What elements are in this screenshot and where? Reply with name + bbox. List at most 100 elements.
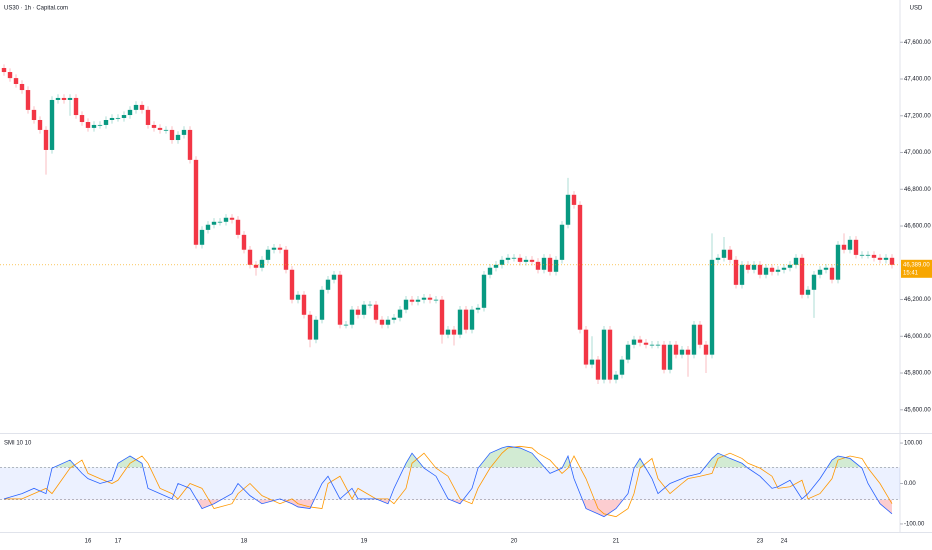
- candle-body: [667, 344, 673, 370]
- candle-body: [349, 309, 355, 325]
- candle-body: [49, 99, 55, 150]
- candle-body: [691, 324, 697, 355]
- candle-body: [601, 329, 607, 380]
- candle-body: [853, 239, 859, 255]
- candle-body: [835, 244, 841, 280]
- candle-body: [553, 259, 559, 272]
- candle-body: [133, 104, 139, 110]
- candle-body: [523, 259, 529, 262]
- candle-body: [715, 257, 721, 260]
- candle-body: [439, 299, 445, 335]
- candle-body: [793, 257, 799, 265]
- candle-body: [511, 257, 517, 259]
- candle-body: [241, 234, 247, 250]
- candle-body: [769, 267, 775, 272]
- x-tick-label: 16: [85, 539, 92, 545]
- candle-body: [187, 129, 193, 160]
- y-tick-label: 45,800.00: [904, 371, 931, 377]
- candle-body: [301, 294, 307, 315]
- candle-body: [559, 224, 565, 260]
- candle-body: [565, 194, 571, 225]
- candle-body: [67, 97, 73, 100]
- candle-body: [745, 264, 751, 270]
- candle-body: [469, 309, 475, 330]
- candle-body: [361, 304, 367, 315]
- candle-body: [781, 267, 787, 270]
- candle-body: [325, 279, 331, 290]
- candle-body: [757, 264, 763, 275]
- candle-body: [799, 257, 805, 295]
- candle-body: [631, 339, 637, 345]
- candle-body: [103, 119, 109, 125]
- candle-body: [199, 229, 205, 245]
- candle-body: [379, 319, 385, 325]
- candle-body: [271, 247, 277, 250]
- candle-body: [397, 309, 403, 318]
- candle-body: [427, 297, 433, 300]
- candle-body: [151, 124, 157, 128]
- candle-body: [277, 247, 283, 250]
- x-tick-label: 21: [613, 539, 620, 545]
- candle-body: [283, 249, 289, 270]
- candle-body: [571, 194, 577, 205]
- candle-body: [175, 134, 181, 141]
- candle-body: [43, 129, 49, 150]
- candle-body: [337, 274, 343, 325]
- candle-body: [613, 374, 619, 380]
- candle-body: [217, 221, 223, 223]
- candle-body: [871, 254, 877, 258]
- candle-body: [265, 249, 271, 260]
- candle-body: [589, 359, 595, 365]
- band-fill: [0, 467, 900, 500]
- candle-body: [31, 109, 37, 120]
- candle-body: [529, 259, 535, 262]
- candle-body: [583, 329, 589, 365]
- candle-body: [721, 249, 727, 258]
- candle-body: [247, 249, 253, 265]
- y-tick-label: 0.00: [904, 481, 916, 487]
- candle-body: [145, 109, 151, 125]
- candle-body: [739, 264, 745, 285]
- candle-body: [37, 119, 43, 130]
- candle-body: [409, 299, 415, 302]
- candle-body: [421, 297, 427, 300]
- candle-body: [223, 217, 229, 222]
- candle-body: [73, 97, 79, 116]
- x-tick-label: 24: [781, 539, 788, 545]
- candle-body: [751, 264, 757, 270]
- candle-body: [127, 109, 133, 116]
- candle-body: [433, 299, 439, 301]
- candle-body: [13, 78, 19, 84]
- candle-body: [121, 115, 127, 118]
- candle-body: [787, 264, 793, 268]
- candle-body: [859, 254, 865, 256]
- candle-body: [139, 104, 145, 110]
- candle-body: [487, 267, 493, 275]
- indicator-line: [4, 445, 893, 518]
- candle-body: [391, 317, 397, 320]
- candle-body: [169, 129, 175, 141]
- candle-body: [841, 244, 847, 250]
- candle-body: [805, 289, 811, 295]
- candle-body: [25, 90, 31, 110]
- candle-body: [19, 83, 25, 91]
- candle-body: [373, 304, 379, 320]
- y-tick-label: 46,600.00: [904, 224, 931, 230]
- x-tick-label: 17: [115, 539, 122, 545]
- candle-body: [619, 359, 625, 375]
- candle-body: [703, 344, 709, 355]
- candle-body: [385, 319, 391, 325]
- candle-body: [343, 324, 349, 326]
- candle-body: [775, 269, 781, 272]
- countdown: 15:41: [903, 270, 919, 276]
- candle-body: [493, 264, 499, 268]
- y-tick-label: 47,600.00: [904, 40, 931, 46]
- x-tick-label: 20: [511, 539, 518, 545]
- candle-body: [829, 267, 835, 280]
- candle-body: [97, 124, 103, 126]
- candle-body: [499, 259, 505, 265]
- candle-body: [355, 309, 361, 315]
- candle-body: [253, 264, 259, 268]
